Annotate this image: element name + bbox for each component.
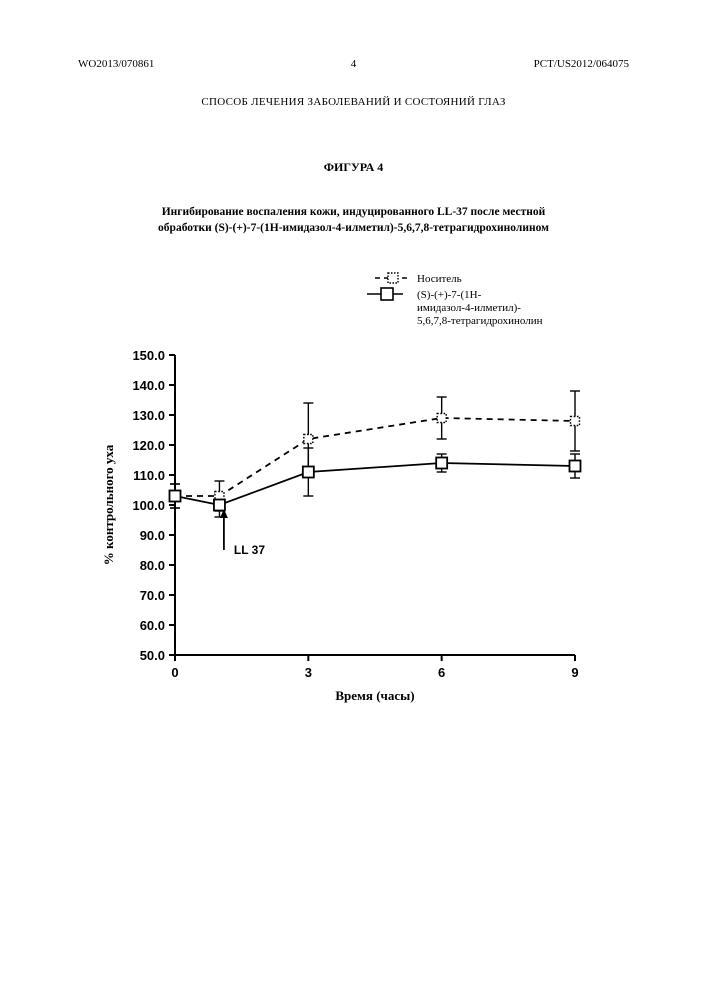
data-marker (570, 461, 581, 472)
xtick-label: 6 (438, 665, 445, 680)
data-marker (303, 467, 314, 478)
ytick-label: 120.0 (132, 438, 165, 453)
header-page-number: 4 (351, 58, 357, 70)
series-line (175, 418, 575, 496)
figure-label: ФИГУРА 4 (0, 160, 707, 175)
data-marker (170, 491, 181, 502)
ytick-label: 110.0 (133, 468, 165, 483)
ytick-label: 70.0 (140, 588, 165, 603)
ytick-label: 50.0 (140, 648, 165, 663)
ytick-label: 100.0 (132, 498, 165, 513)
chart: Носитель (S)-(+)-7-(1H-имидазол-4-илметил… (95, 260, 615, 740)
page: WO2013/070861 4 PCT/US2012/064075 СПОСОБ… (0, 0, 707, 1000)
legend-label-compound: (S)-(+)-7-(1H- (417, 289, 482, 301)
ytick-label: 150.0 (132, 348, 165, 363)
ytick-label: 130.0 (132, 408, 165, 423)
xtick-label: 9 (571, 665, 578, 680)
data-marker (214, 500, 225, 511)
ytick-label: 60.0 (140, 618, 165, 633)
figure-title: Ингибирование воспаления кожи, индуциров… (90, 205, 617, 236)
figure-title-line2: обработки (S)-(+)-7-(1H-имидазол-4-илмет… (158, 222, 549, 234)
document-title: СПОСОБ ЛЕЧЕНИЯ ЗАБОЛЕВАНИЙ И СОСТОЯНИЙ Г… (0, 96, 707, 108)
y-axis-label: % контрольного уха (101, 444, 116, 565)
legend-label-compound: 5,6,7,8-тетрагидрохинолин (417, 315, 543, 327)
figure-title-line1: Ингибирование воспаления кожи, индуциров… (162, 206, 546, 218)
x-axis-label: Время (часы) (335, 688, 414, 703)
header-left: WO2013/070861 (78, 58, 154, 70)
legend-label-vehicle: Носитель (417, 273, 462, 285)
ytick-label: 140.0 (132, 378, 165, 393)
header-right: PCT/US2012/064075 (534, 58, 629, 70)
chart-svg: Носитель (S)-(+)-7-(1H-имидазол-4-илметил… (95, 260, 615, 740)
legend: Носитель (S)-(+)-7-(1H-имидазол-4-илметил… (367, 273, 543, 327)
data-marker (571, 417, 580, 426)
data-marker (304, 435, 313, 444)
xtick-label: 3 (305, 665, 312, 680)
legend-label-compound: имидазол-4-илметил)- (417, 302, 521, 314)
ytick-label: 90.0 (140, 528, 165, 543)
annotation-ll37: LL 37 (234, 543, 265, 557)
data-marker (436, 458, 447, 469)
data-marker (437, 414, 446, 423)
series-line (175, 463, 575, 505)
ytick-label: 80.0 (140, 558, 165, 573)
xtick-label: 0 (171, 665, 178, 680)
